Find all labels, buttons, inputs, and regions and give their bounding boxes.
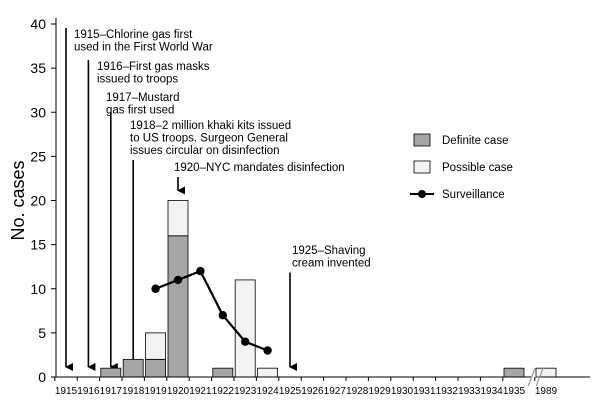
- surveillance-point: [196, 266, 205, 276]
- y-tick-label: 20: [30, 193, 46, 209]
- surveillance-point: [173, 275, 183, 285]
- annotations: 1915–Chlorine gas first used in the First…: [65, 28, 371, 371]
- annotation-1920: 1920–NYC mandates disinfection: [174, 162, 345, 174]
- x-tick-label: 1989: [535, 386, 558, 397]
- legend-label: Possible case: [442, 162, 513, 174]
- bar-definite-case: [145, 358, 167, 378]
- y-tick-label: 5: [38, 325, 46, 341]
- annotation-1918: 1918–2 million khaki kits issued to US tr…: [130, 120, 291, 157]
- annotation-1916: 1916–First gas masks issued to troops: [97, 61, 210, 86]
- x-tick-label: 1919: [144, 386, 167, 397]
- y-tick-label: 35: [30, 60, 46, 76]
- legend-label: Surveillance: [442, 189, 505, 201]
- annotation-1915: 1915–Chlorine gas first used in the First…: [74, 29, 213, 54]
- bars: [100, 200, 557, 378]
- x-tick-label: 1930: [391, 386, 414, 397]
- x-tick-label: 1916: [77, 386, 100, 397]
- surveillance-line: [151, 266, 272, 355]
- bar-possible-case: [234, 279, 256, 378]
- bar-possible-case: [167, 200, 189, 237]
- x-tick-label: 1921: [189, 386, 212, 397]
- annotation-1917: 1917–Mustard gas first used: [106, 92, 180, 117]
- x-tick-label: 1932: [436, 386, 459, 397]
- legend: Definite case Possible case Surveillance: [410, 133, 513, 201]
- x-tick-label: 1933: [458, 386, 481, 397]
- y-tick-label: 10: [30, 281, 46, 297]
- x-tick-label: 1935: [503, 386, 526, 397]
- surveillance-point: [151, 284, 160, 293]
- axis-break-mark: [527, 367, 536, 387]
- x-tick-label: 1920: [167, 386, 190, 397]
- x-tick-label: 1915: [55, 386, 78, 397]
- bar-definite-case: [167, 235, 189, 378]
- x-tick-label: 1917: [100, 386, 123, 397]
- y-axis-label: No. cases: [8, 160, 28, 240]
- surveillance-point: [241, 337, 250, 346]
- bar-definite-case: [212, 367, 234, 378]
- y-tick-label: 0: [38, 369, 46, 385]
- x-tick-label: 1931: [413, 386, 436, 397]
- annotation-1925: 1925–Shaving cream invented: [292, 245, 371, 270]
- axis-break-mark: [535, 367, 544, 387]
- bar-possible-case: [145, 332, 167, 360]
- y-tick-label: 30: [30, 104, 46, 120]
- x-tick-label: 1934: [480, 386, 503, 397]
- surveillance-point: [218, 311, 227, 320]
- x-tick-label: 1928: [346, 386, 369, 397]
- bar-definite-case: [122, 358, 144, 378]
- bar-definite-case: [100, 367, 122, 378]
- x-tick-label: 1929: [368, 386, 391, 397]
- x-tick-label: 1925: [279, 386, 302, 397]
- y-tick-label: 40: [30, 16, 46, 32]
- y-tick-label: 15: [30, 237, 46, 253]
- x-tick-label: 1926: [301, 386, 324, 397]
- legend-label: Definite case: [442, 135, 508, 147]
- bar-possible-case: [257, 367, 279, 378]
- bar-possible-case: [535, 367, 557, 378]
- x-tick-label: 1922: [212, 386, 235, 397]
- legend-marker: [418, 190, 426, 198]
- surveillance-point: [263, 346, 272, 355]
- legend-swatch: [413, 133, 431, 147]
- x-tick-label: 1923: [234, 386, 257, 397]
- y-tick-label: 25: [30, 148, 46, 164]
- x-tick-label: 1927: [324, 386, 347, 397]
- legend-swatch: [413, 160, 431, 174]
- x-tick-label: 1924: [256, 386, 279, 397]
- bar-definite-case: [503, 367, 525, 378]
- x-tick-label: 1918: [122, 386, 145, 397]
